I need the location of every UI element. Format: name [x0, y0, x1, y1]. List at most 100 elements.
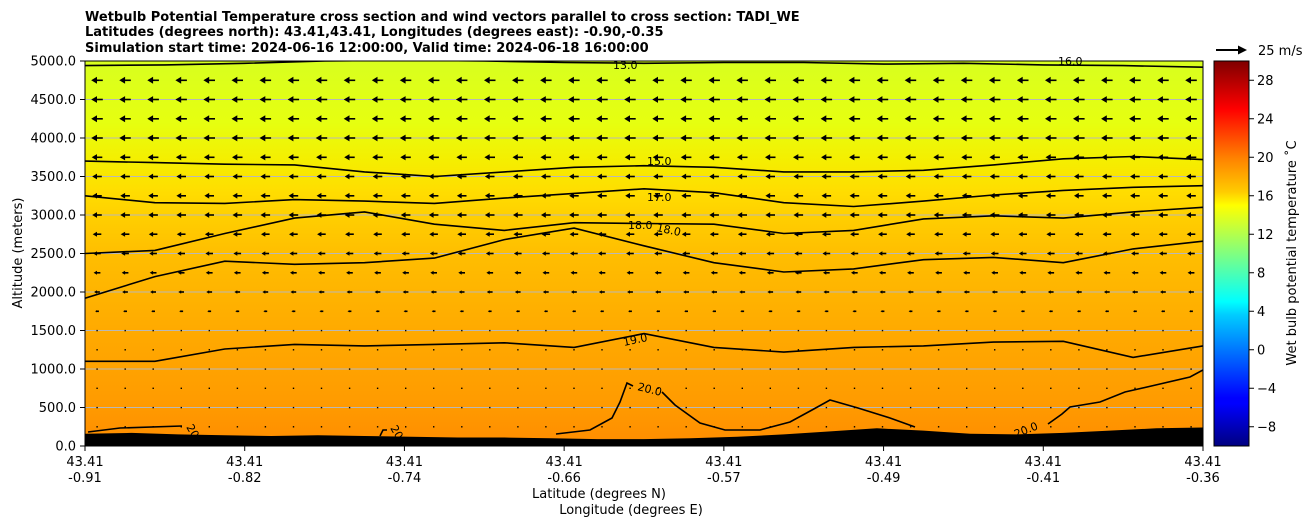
wind-vector-head	[1017, 212, 1023, 218]
wind-vector-head	[680, 76, 687, 84]
wind-vector	[1022, 349, 1024, 351]
wind-vector	[994, 406, 996, 409]
wind-vector	[1101, 76, 1113, 84]
wind-vector-head	[708, 134, 715, 142]
wind-vector	[264, 387, 267, 389]
wind-vector	[708, 134, 720, 142]
wind-vector	[909, 368, 912, 370]
wind-vector-head	[1045, 134, 1051, 142]
wind-vector-head	[1130, 173, 1135, 180]
wind-vector	[95, 310, 99, 313]
wind-vector	[708, 115, 720, 123]
wind-vector-head	[988, 76, 995, 84]
wind-vector-head	[1020, 310, 1023, 313]
wind-vector	[933, 173, 944, 180]
wind-vector	[1129, 134, 1141, 142]
wind-vector	[96, 406, 98, 409]
wind-vector	[628, 310, 632, 313]
y-tick-label: 0.0	[55, 440, 76, 455]
wind-vector	[680, 96, 692, 103]
wind-vector	[208, 368, 210, 370]
wind-vector	[320, 426, 323, 428]
wind-vector	[680, 154, 692, 161]
wind-vector	[315, 96, 328, 103]
wind-vector	[960, 115, 973, 123]
wind-vector-head	[821, 173, 827, 180]
contour-label-13: 13.0	[613, 59, 638, 72]
wind-vector	[1162, 329, 1164, 332]
x-axis-latitude-label: Latitude (degrees N)	[532, 487, 666, 502]
wind-vector	[876, 115, 889, 123]
wind-vector-head	[175, 96, 182, 103]
wind-vector	[177, 251, 185, 256]
wind-vector	[1022, 368, 1024, 370]
wind-vector	[737, 212, 747, 218]
wind-vector	[1187, 251, 1195, 256]
wind-vector-head	[990, 251, 995, 256]
wind-vector	[793, 212, 804, 218]
wind-vector-head	[204, 192, 210, 199]
wind-vector-head	[1076, 310, 1079, 313]
wind-vector	[1045, 192, 1056, 199]
wind-vector	[151, 310, 155, 313]
wind-vector-head	[91, 96, 97, 103]
wind-vector-head	[205, 251, 210, 256]
wind-vector	[1190, 426, 1192, 428]
wind-vector	[570, 270, 578, 275]
wind-vector-head	[1102, 231, 1107, 237]
wind-vector	[232, 192, 243, 199]
wind-vector-head	[764, 134, 771, 142]
wind-vector-head	[261, 270, 266, 275]
wind-vector-head	[93, 270, 97, 275]
wind-vector-head	[821, 192, 827, 199]
wind-vector	[148, 212, 158, 218]
wind-vector	[1161, 310, 1165, 313]
wind-vector	[681, 212, 691, 218]
wind-vector	[344, 154, 355, 161]
wind-vector	[877, 154, 888, 161]
wind-vector	[905, 212, 916, 218]
wind-vector	[457, 251, 466, 256]
wind-vector	[1101, 115, 1113, 123]
wind-vector-head	[1073, 76, 1079, 84]
wind-vector	[989, 173, 1000, 180]
wind-vector-head	[626, 270, 630, 275]
wind-vector-head	[175, 134, 182, 142]
wind-vector	[287, 96, 300, 103]
wind-vector	[515, 310, 520, 313]
wind-vector-head	[1132, 290, 1135, 294]
wind-vector-head	[1074, 212, 1079, 218]
wind-vector	[316, 173, 327, 180]
wind-vector	[232, 231, 242, 237]
wind-vector	[512, 96, 524, 103]
wind-vector-head	[430, 290, 434, 294]
wind-vector-head	[740, 310, 743, 313]
wind-vector	[1190, 329, 1192, 332]
wind-vector	[457, 231, 466, 237]
wind-vector	[401, 251, 410, 256]
wind-vector-head	[1074, 231, 1079, 237]
wind-vector	[148, 231, 158, 237]
wind-vector-head	[1073, 96, 1079, 103]
wind-vector	[962, 251, 971, 256]
wind-vector-head	[175, 76, 182, 84]
wind-vector	[1073, 134, 1085, 142]
wind-vector	[652, 154, 664, 161]
wind-vector-head	[597, 192, 602, 199]
wind-vector-head	[289, 231, 294, 237]
wind-vector	[484, 173, 495, 180]
wind-vector	[175, 115, 187, 123]
wind-vector	[764, 96, 776, 103]
wind-vector-head	[820, 115, 827, 123]
wind-vector	[348, 387, 351, 389]
wind-vector	[428, 192, 439, 199]
wind-vector	[175, 154, 187, 161]
wind-vector	[203, 96, 215, 103]
wind-vector	[1046, 231, 1056, 237]
wind-vector	[737, 192, 747, 199]
wind-vector-head	[1047, 290, 1051, 294]
wind-vector	[821, 154, 832, 161]
wind-vector-head	[484, 192, 490, 199]
x-tick-lon-label: -0.49	[867, 471, 901, 486]
wind-vector	[797, 349, 800, 351]
